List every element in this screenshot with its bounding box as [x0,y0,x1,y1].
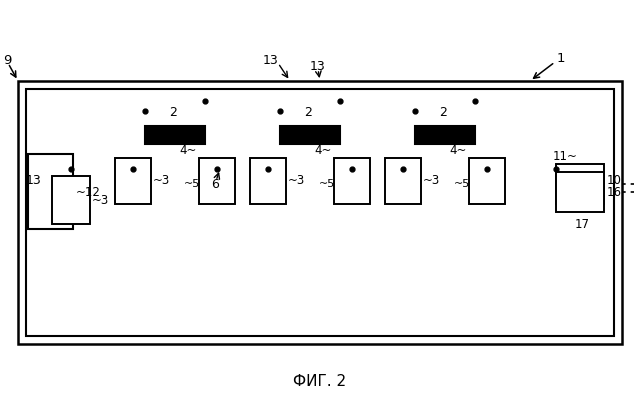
Bar [199,158,235,204]
Bar [415,126,475,144]
Text: ~5: ~5 [454,179,470,189]
Text: 4~: 4~ [449,144,467,156]
Bar [28,154,73,229]
Bar [385,158,421,204]
Text: 2: 2 [169,105,177,119]
Text: ~3: ~3 [153,174,170,188]
Text: ~12: ~12 [76,186,101,198]
Bar [145,126,205,144]
Bar [280,126,340,144]
Text: ~5: ~5 [319,179,335,189]
Text: 6: 6 [211,178,219,192]
Text: 13: 13 [26,174,42,186]
Text: 4~: 4~ [314,144,332,156]
Bar [115,158,151,204]
Text: ~3: ~3 [92,194,109,207]
Text: 13: 13 [263,53,279,67]
Text: 13: 13 [310,59,326,73]
Text: 2: 2 [439,105,447,119]
Text: ~3: ~3 [288,174,305,188]
Text: 17: 17 [575,217,590,231]
Bar [52,176,90,224]
Bar [556,164,604,204]
Text: 1: 1 [557,53,566,65]
Text: 11~: 11~ [553,150,578,162]
Bar [469,158,505,204]
Text: 4~: 4~ [179,144,196,156]
Text: ФИГ. 2: ФИГ. 2 [293,373,347,389]
Text: ~3: ~3 [423,174,440,188]
Text: 16: 16 [607,186,622,198]
Bar [26,89,614,336]
Bar [556,172,604,212]
Bar [250,158,286,204]
Text: 9: 9 [3,53,12,67]
Bar [18,81,622,344]
Bar [334,158,370,204]
Text: 10: 10 [607,174,622,186]
Text: ~5: ~5 [184,179,200,189]
Text: 2: 2 [304,105,312,119]
